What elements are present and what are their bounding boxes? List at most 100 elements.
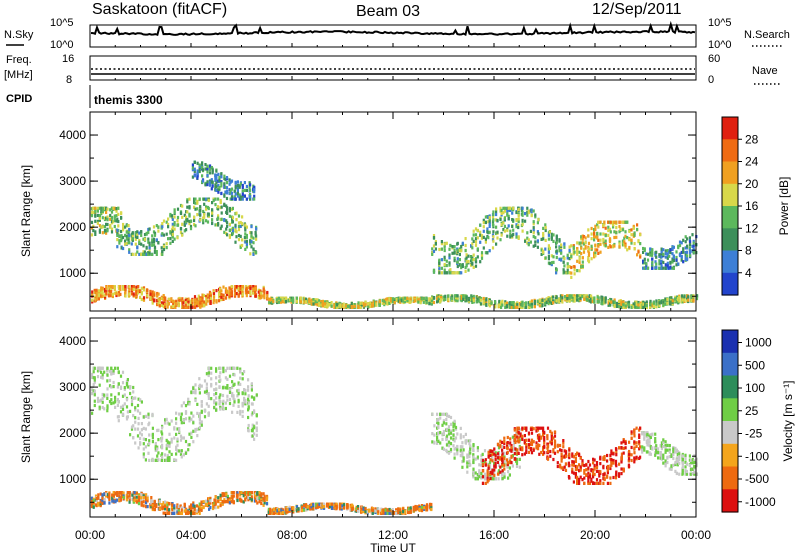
power-echo-cell xyxy=(521,302,524,306)
power-echo-cell xyxy=(584,246,587,250)
velocity-echo-cell xyxy=(130,427,134,431)
power-echo-cell xyxy=(672,266,675,270)
velocity-echo-cell xyxy=(192,503,195,507)
power-echo-cell xyxy=(161,249,164,253)
power-echo-cell xyxy=(212,298,216,302)
power-echo-cell xyxy=(541,298,544,302)
power-echo-cell xyxy=(211,213,214,218)
power-echo-cell xyxy=(453,259,456,263)
power-echo-cell xyxy=(336,305,339,309)
velocity-echo-cell xyxy=(133,491,136,495)
power-echo-cell xyxy=(613,300,616,304)
power-echo-cell xyxy=(187,299,190,303)
power-echo-cell xyxy=(642,302,645,306)
power-echo-cell xyxy=(167,302,170,306)
power-echo-cell xyxy=(630,305,633,309)
power-echo-cell xyxy=(516,301,519,305)
power-echo-cell xyxy=(196,172,199,176)
power-echo-cell xyxy=(196,176,199,180)
power-echo-cell xyxy=(658,262,661,266)
power-echo-cell xyxy=(686,254,689,258)
power-echo-cell xyxy=(621,228,625,232)
velocity-echo-cell xyxy=(142,500,145,504)
power-echo-cell xyxy=(651,264,654,268)
power-echo-cell xyxy=(310,302,313,306)
power-echo-cell xyxy=(496,230,499,234)
velocity-echo-cell xyxy=(239,491,242,495)
power-echo-cell xyxy=(167,297,170,301)
power-echo-cell xyxy=(552,260,555,264)
velocity-echo-cell xyxy=(144,458,147,462)
power-echo-cell xyxy=(110,290,113,294)
power-echo-cell xyxy=(173,208,176,212)
velocity-echo-cell xyxy=(230,500,233,504)
velocity-echo-cell xyxy=(161,436,164,440)
power-echo-cell xyxy=(460,295,463,299)
power-echo-cell xyxy=(637,240,640,244)
velocity-echo-cell xyxy=(246,491,249,495)
velocity-echo-cell xyxy=(117,382,120,386)
power-echo-cell xyxy=(487,215,490,219)
power-echo-cell xyxy=(440,240,443,244)
power-echo-cell xyxy=(100,212,103,216)
velocity-echo-cell xyxy=(108,400,112,404)
power-echo-cell xyxy=(208,180,212,184)
power-echo-cell xyxy=(630,233,633,237)
power-echo-cell xyxy=(310,298,313,302)
power-echo-cell xyxy=(381,301,384,305)
power-echo-cell xyxy=(172,305,175,309)
power-echo-cell xyxy=(95,292,98,296)
power-echo-cell xyxy=(582,250,586,254)
power-echo-cell xyxy=(482,218,485,222)
velocity-echo-cell xyxy=(150,505,153,509)
power-echo-cell xyxy=(208,171,212,175)
velocity-echo-cell xyxy=(184,439,188,444)
power-echo-cell xyxy=(593,229,596,234)
velocity-echo-cell xyxy=(93,378,96,382)
power-echo-cell xyxy=(636,227,639,232)
power-echo-cell xyxy=(686,250,689,254)
power-echo-cell xyxy=(431,296,434,300)
power-echo-cell xyxy=(98,206,101,210)
power-echo-cell xyxy=(198,197,201,201)
velocity-echo-cell xyxy=(226,494,229,498)
power-echo-cell xyxy=(524,305,528,309)
power-echo-cell xyxy=(220,295,223,299)
power-echo-cell xyxy=(397,297,400,301)
power-echo-cell xyxy=(107,291,111,295)
velocity-echo-cell xyxy=(202,505,205,510)
power-echo-cell xyxy=(594,224,597,228)
power-echo-cell xyxy=(101,209,104,214)
power-echo-cell xyxy=(109,213,112,218)
power-echo-cell xyxy=(485,300,488,304)
power-echo-cell xyxy=(324,302,327,306)
power-echo-cell xyxy=(630,238,633,242)
power-echo-cell xyxy=(536,299,539,303)
power-echo-cell xyxy=(226,224,229,228)
velocity-echo-cell xyxy=(258,500,261,504)
power-echo-cell xyxy=(120,234,123,238)
power-echo-cell xyxy=(361,303,364,307)
power-echo-cell xyxy=(615,301,619,305)
power-echo-cell xyxy=(165,246,168,250)
velocity-echo-cell xyxy=(262,503,265,507)
power-echo-cell xyxy=(100,225,103,229)
power-echo-cell xyxy=(230,179,234,183)
velocity-echo-cell xyxy=(97,493,100,497)
power-echo-cell xyxy=(137,285,140,289)
velocity-echo-cell xyxy=(242,492,245,496)
velocity-echo-cell xyxy=(139,441,142,445)
power-echo-cell xyxy=(527,305,530,309)
power-echo-cell xyxy=(228,233,231,238)
power-echo-cell xyxy=(138,240,141,244)
power-echo-cell xyxy=(260,293,263,297)
velocity-echo-cell xyxy=(180,421,183,425)
power-echo-cell xyxy=(290,300,293,304)
power-echo-cell xyxy=(222,285,225,289)
power-echo-cell xyxy=(526,236,529,240)
power-echo-cell xyxy=(547,233,550,237)
velocity-echo-cell xyxy=(96,369,100,373)
power-echo-cell xyxy=(662,260,665,264)
power-echo-cell xyxy=(482,225,485,229)
power-echo-cell xyxy=(231,231,234,235)
